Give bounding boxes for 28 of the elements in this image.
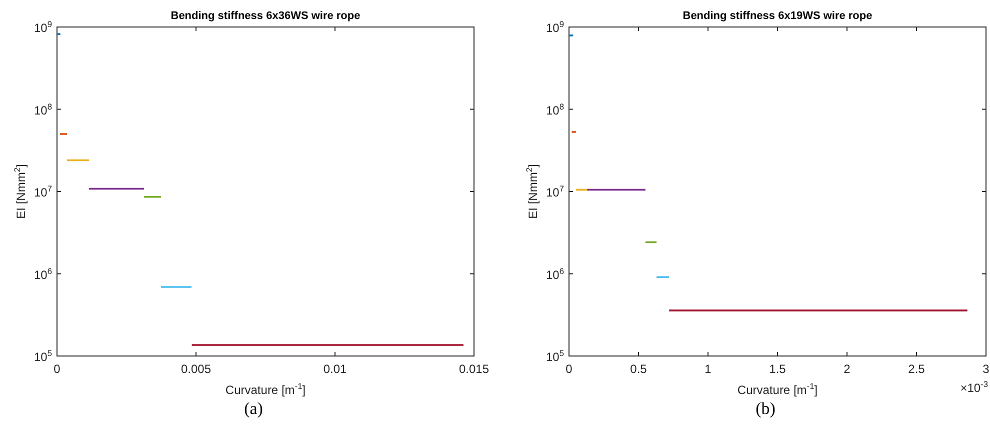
x-tick-label: 0.01: [323, 362, 347, 376]
x-tick-label: 0.015: [458, 362, 490, 376]
text: (b): [756, 399, 776, 418]
text: (a): [244, 399, 263, 418]
text: ×10$^{-3}$: [960, 379, 988, 395]
y-tick-label: 10$^{6}$: [34, 266, 52, 282]
y-tick-label: 10$^{9}$: [34, 19, 52, 35]
y-tick-label: 10$^{5}$: [34, 348, 52, 364]
x-tick-label: 0.5: [630, 362, 648, 376]
x-tick-label: 0.005: [180, 362, 212, 376]
y-tick-label: 10$^{7}$: [546, 184, 564, 200]
y-tick-label: 10$^{9}$: [546, 19, 564, 35]
chart-title: Bending stiffness 6x19WS wire rope: [682, 10, 872, 22]
x-axis-title: Curvature [m$^{-1}$]: [737, 381, 818, 397]
x-axis-title: Curvature [m$^{-1}$]: [225, 381, 306, 397]
x-tick-label: 3: [982, 362, 990, 376]
chart-title: Bending stiffness 6x36WS wire rope: [170, 10, 360, 22]
y-tick-label: 10$^{6}$: [546, 266, 564, 282]
x-tick-label: 2: [844, 362, 851, 376]
y-tick-label: 10$^{7}$: [34, 184, 52, 200]
y-tick-label: 10$^{5}$: [546, 348, 564, 364]
x-tick-label: 1.5: [769, 362, 786, 376]
x-tick-label: 0: [54, 362, 61, 376]
x-tick-label: 2.5: [908, 362, 926, 376]
x-tick-label: 0: [566, 362, 573, 376]
y-tick-label: 10$^{8}$: [546, 101, 564, 118]
y-tick-label: 10$^{8}$: [34, 101, 52, 118]
x-tick-label: 1: [704, 362, 712, 376]
